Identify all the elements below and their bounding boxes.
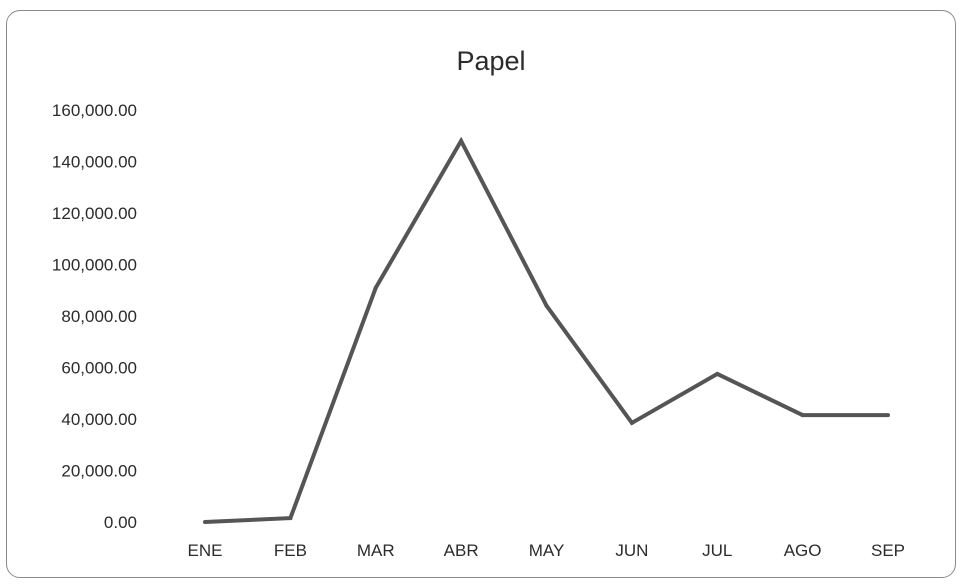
data-point	[288, 516, 293, 521]
x-tick-label: JUL	[702, 541, 732, 560]
x-tick-label: SEP	[871, 541, 905, 560]
y-tick-label: 40,000.00	[61, 410, 137, 429]
y-tick-label: 120,000.00	[52, 204, 137, 223]
data-point	[203, 520, 207, 524]
data-point	[886, 413, 890, 418]
y-tick-label: 140,000.00	[52, 153, 137, 172]
data-point	[544, 303, 549, 308]
y-tick-label: 80,000.00	[61, 307, 137, 326]
y-tick-label: 20,000.00	[61, 462, 137, 481]
x-tick-label: FEB	[274, 541, 307, 560]
x-tick-label: JUN	[615, 541, 648, 560]
x-axis: ENE FEB MAR ABR MAY JUN JUL AGO SEP	[188, 541, 906, 560]
chart-frame	[6, 10, 956, 578]
y-tick-label: 0.00	[104, 513, 137, 532]
data-point	[715, 371, 720, 376]
y-axis: 0.00 20,000.00 40,000.00 60,000.00 80,000.00…	[52, 101, 137, 532]
y-tick-label: 60,000.00	[61, 359, 137, 378]
data-point	[629, 420, 634, 425]
x-tick-label: MAY	[529, 541, 565, 560]
data-point	[373, 285, 378, 290]
data-point	[800, 413, 805, 418]
y-tick-label: 160,000.00	[52, 101, 137, 120]
y-tick-label: 100,000.00	[52, 256, 137, 275]
plot-area	[203, 136, 890, 524]
x-tick-label: ENE	[188, 541, 223, 560]
series-line	[204, 136, 888, 524]
data-point	[459, 138, 464, 143]
x-tick-label: ABR	[444, 541, 479, 560]
chart-title: Papel	[456, 46, 525, 76]
x-tick-label: AGO	[784, 541, 822, 560]
x-tick-label: MAR	[357, 541, 395, 560]
